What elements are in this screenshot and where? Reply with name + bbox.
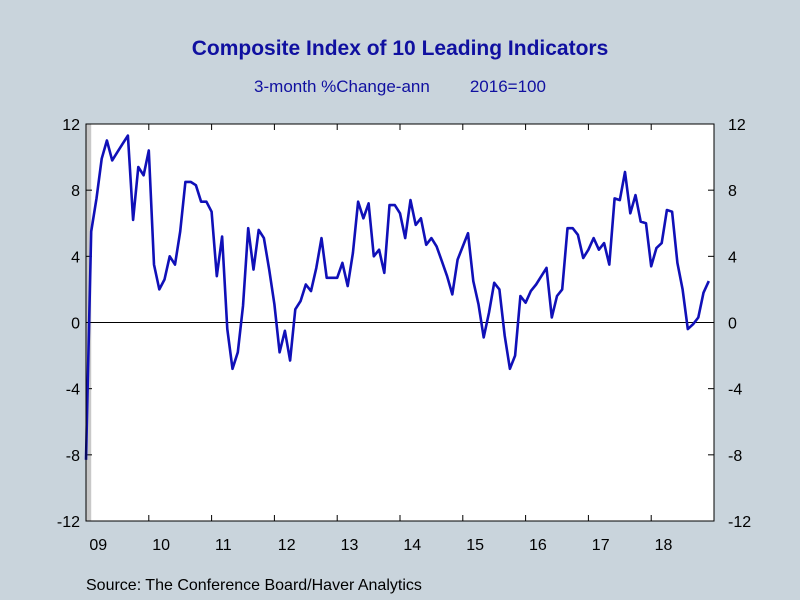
y-tick-label-left: -4: [66, 382, 80, 399]
chart-subtitle: 3-month %Change-ann 2016=100: [0, 77, 800, 97]
y-tick-label-right: 12: [728, 117, 746, 134]
source-note: Source: The Conference Board/Haver Analy…: [86, 577, 422, 594]
y-tick-label-left: 12: [62, 117, 80, 134]
x-tick-label: 14: [403, 537, 421, 554]
y-tick-label-right: 8: [728, 183, 737, 200]
x-tick-label: 11: [215, 537, 232, 554]
y-tick-label-left: -8: [66, 448, 80, 465]
x-tick-label: 15: [466, 537, 484, 554]
y-tick-label-left: -12: [57, 514, 80, 531]
y-tick-label-left: 8: [71, 183, 80, 200]
x-tick-label: 12: [278, 537, 296, 554]
x-tick-label: 16: [529, 537, 547, 554]
y-tick-label-right: 4: [728, 249, 737, 266]
subtitle-measure: 3-month %Change-ann: [254, 77, 430, 96]
y-tick-label-right: -8: [728, 448, 742, 465]
series-line: [84, 134, 710, 460]
plot-frame: [85, 123, 715, 522]
x-tick-label: 13: [341, 537, 359, 554]
y-tick-label-right: -4: [728, 382, 742, 399]
y-tick-label-left: 4: [71, 249, 80, 266]
subtitle-base: 2016=100: [469, 77, 546, 96]
x-tick-label: 09: [89, 537, 107, 554]
x-tick-label: 10: [152, 537, 170, 554]
chart-title: Composite Index of 10 Leading Indicators: [191, 37, 609, 60]
y-tick-label-left: 0: [71, 316, 80, 333]
x-tick-label: 18: [655, 537, 673, 554]
y-tick-label-right: -12: [728, 514, 751, 531]
x-tick-label: 17: [592, 537, 610, 554]
y-tick-label-right: 0: [728, 316, 737, 333]
